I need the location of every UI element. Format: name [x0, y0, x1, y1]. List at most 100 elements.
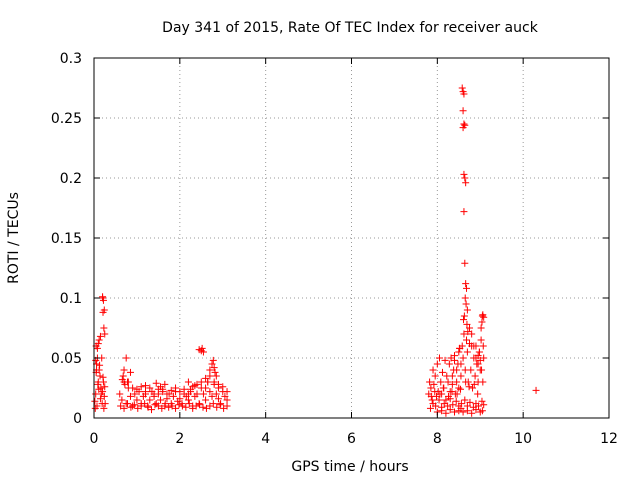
data-point	[453, 390, 461, 398]
data-point	[176, 395, 184, 403]
data-point	[460, 316, 468, 324]
data-point	[466, 324, 474, 332]
data-point	[442, 409, 450, 417]
data-point	[198, 344, 206, 352]
data-point	[444, 378, 452, 386]
data-point	[122, 354, 130, 362]
data-point	[176, 388, 184, 396]
data-point	[169, 392, 177, 400]
y-tick-label: 0.3	[60, 51, 82, 67]
data-point	[474, 390, 482, 398]
data-point	[116, 390, 124, 398]
data-point	[141, 400, 149, 408]
data-point	[433, 360, 441, 368]
data-point	[451, 408, 458, 416]
data-point	[461, 294, 469, 302]
data-point	[459, 124, 467, 132]
data-point	[199, 403, 207, 411]
data-point	[441, 356, 449, 364]
data-point	[95, 385, 103, 393]
data-point	[202, 396, 210, 404]
data-point	[96, 395, 104, 403]
y-tick-label: 0.1	[60, 291, 82, 307]
data-point	[206, 366, 214, 374]
data-point	[456, 344, 464, 352]
data-point	[460, 90, 468, 98]
data-point	[133, 396, 141, 404]
data-point	[221, 392, 229, 400]
data-point	[165, 403, 173, 411]
data-point	[438, 368, 446, 376]
data-point	[120, 404, 128, 412]
data-point	[464, 328, 472, 336]
data-point	[120, 366, 128, 374]
data-point	[98, 400, 106, 408]
data-point	[427, 384, 435, 392]
data-point	[432, 402, 440, 410]
data-point	[429, 366, 437, 374]
data-point	[129, 402, 137, 410]
data-point	[96, 361, 104, 369]
data-point	[210, 364, 218, 372]
data-point	[212, 390, 220, 398]
data-point	[91, 397, 99, 405]
data-point	[93, 344, 101, 352]
data-point	[119, 372, 127, 380]
data-point	[466, 340, 474, 348]
data-point	[118, 396, 126, 404]
data-point	[159, 388, 167, 396]
data-point	[133, 385, 141, 393]
y-tick-label: 0	[73, 411, 82, 427]
data-point	[470, 342, 478, 350]
data-point	[463, 348, 471, 356]
data-point	[459, 408, 467, 416]
data-point	[459, 107, 467, 115]
data-point	[99, 308, 107, 316]
data-point	[151, 401, 159, 409]
data-point	[442, 396, 450, 404]
data-point	[161, 380, 169, 388]
data-point	[148, 406, 156, 414]
data-point	[479, 342, 487, 350]
data-point	[216, 401, 224, 409]
y-tick-label: 0.15	[51, 231, 82, 247]
data-point	[212, 372, 220, 380]
x-axis-label: GPS time / hours	[291, 459, 408, 475]
data-point	[431, 372, 439, 380]
data-point	[161, 400, 169, 408]
data-point	[451, 356, 458, 364]
data-point	[460, 330, 468, 338]
data-point	[223, 396, 231, 404]
data-point	[100, 404, 108, 412]
data-point	[214, 395, 222, 403]
data-point	[475, 348, 483, 356]
data-point	[223, 388, 231, 396]
data-point	[480, 313, 488, 321]
data-point	[130, 401, 138, 409]
data-point	[118, 376, 126, 384]
data-point	[163, 390, 171, 398]
data-point	[123, 378, 131, 386]
data-point	[158, 404, 166, 412]
data-point	[208, 360, 216, 368]
data-point	[463, 407, 471, 415]
data-point	[142, 382, 149, 390]
y-tick-label: 0.25	[51, 111, 82, 127]
data-point	[462, 179, 470, 187]
data-point	[466, 398, 474, 406]
data-point	[192, 402, 200, 410]
data-point	[94, 380, 102, 388]
data-point	[468, 409, 476, 417]
data-point	[446, 406, 454, 414]
data-point	[193, 390, 201, 398]
data-point	[463, 284, 471, 292]
data-point	[175, 401, 183, 409]
data-point	[438, 407, 446, 415]
data-point	[129, 384, 137, 392]
data-point	[96, 332, 104, 340]
data-point	[444, 392, 452, 400]
x-tick-label: 4	[261, 431, 270, 447]
data-point	[167, 386, 175, 394]
data-point	[210, 378, 218, 386]
